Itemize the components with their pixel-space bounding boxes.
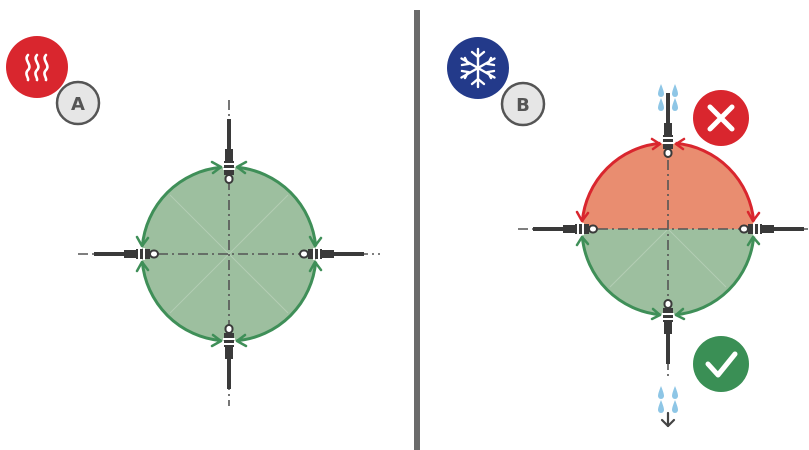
expansion-arcs xyxy=(580,236,756,317)
probe-left xyxy=(93,247,159,261)
panel-label-a: A xyxy=(55,80,101,126)
hint-line xyxy=(169,194,230,255)
contraction-arcs xyxy=(580,141,756,222)
hint-line xyxy=(228,253,289,314)
expansion-arcs xyxy=(140,165,318,343)
heat-icon xyxy=(6,36,68,98)
water-drop-icon xyxy=(658,386,678,413)
hint-line xyxy=(667,228,727,288)
panel-divider xyxy=(414,10,420,450)
drip-down-arrow xyxy=(660,411,676,428)
hint-line xyxy=(228,194,289,255)
expansion-arrowheads xyxy=(575,235,761,321)
check-icon xyxy=(693,336,749,392)
contraction-arrowheads xyxy=(575,137,761,223)
panel-label-b: B xyxy=(500,81,546,127)
probe-right xyxy=(299,247,365,261)
probe-top xyxy=(222,118,236,184)
snowflake-icon xyxy=(447,37,509,99)
panel-a: A xyxy=(6,36,380,406)
svg-text:A: A xyxy=(71,94,85,115)
cross-icon xyxy=(693,90,749,146)
probe-right xyxy=(739,222,805,236)
probe-bottom xyxy=(222,324,236,390)
hint-line xyxy=(169,253,230,314)
contact-region-bottom xyxy=(582,229,754,315)
hint-line xyxy=(609,228,669,288)
probe-left xyxy=(532,222,598,236)
svg-text:B: B xyxy=(516,95,530,116)
probe-top xyxy=(661,92,675,158)
expansion-arrowheads xyxy=(135,160,323,348)
probe-bottom xyxy=(661,299,675,365)
panel-b: B xyxy=(447,37,809,428)
